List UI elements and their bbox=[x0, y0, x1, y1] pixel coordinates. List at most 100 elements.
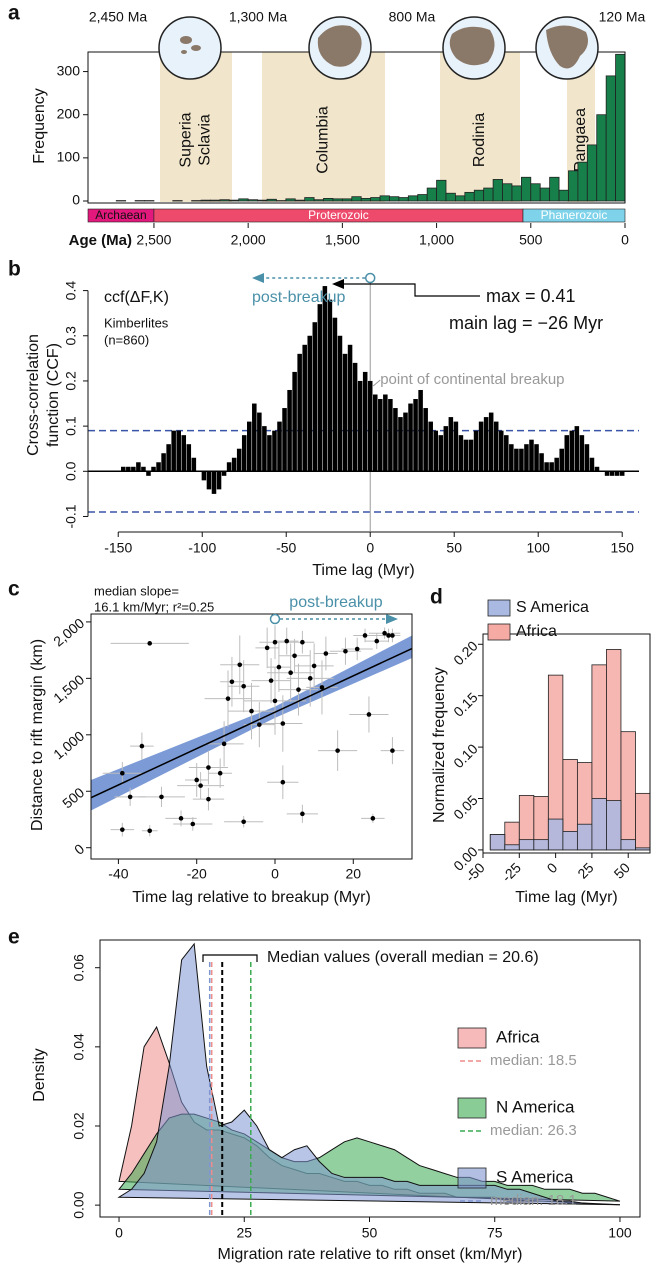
x-tick-label: 25 bbox=[236, 1225, 252, 1241]
bar bbox=[504, 435, 509, 472]
point bbox=[221, 741, 227, 747]
bar bbox=[574, 426, 580, 472]
point bbox=[280, 779, 286, 785]
y-tick-label: 0.20 bbox=[450, 638, 481, 669]
annotation: point of continental breakup bbox=[380, 371, 564, 388]
bar bbox=[458, 435, 464, 472]
y-tick-label: 0.00 bbox=[71, 1191, 87, 1218]
histogram-bar bbox=[518, 839, 535, 851]
point bbox=[386, 633, 391, 638]
bar bbox=[604, 471, 610, 476]
point bbox=[139, 743, 145, 749]
bar bbox=[559, 448, 564, 472]
y-tick-label: 0.04 bbox=[71, 1033, 87, 1060]
histogram-bar bbox=[228, 199, 240, 202]
bar bbox=[549, 462, 554, 472]
y-tick-label: 0.3 bbox=[63, 326, 79, 346]
bar bbox=[226, 462, 232, 472]
point bbox=[120, 770, 125, 776]
point bbox=[284, 638, 290, 644]
annotation: post-breakup bbox=[252, 289, 345, 306]
histogram-bar bbox=[520, 176, 532, 202]
bar bbox=[131, 466, 136, 472]
x-tick-label: 0 bbox=[366, 540, 374, 556]
x-tick-label: -150 bbox=[104, 540, 132, 556]
panel-label: d bbox=[430, 586, 443, 609]
histogram-bar bbox=[294, 199, 306, 202]
bar bbox=[267, 435, 272, 472]
point bbox=[249, 708, 254, 714]
histogram-bar bbox=[370, 197, 381, 202]
arrow-head bbox=[386, 614, 398, 624]
panel-label: e bbox=[8, 926, 20, 949]
point bbox=[276, 664, 282, 670]
bar bbox=[524, 444, 529, 472]
histogram-bar bbox=[266, 198, 277, 202]
x-tick-label: -40 bbox=[108, 866, 128, 882]
y-tick-label: 2,000 bbox=[50, 615, 87, 650]
point bbox=[225, 696, 231, 701]
legend-swatch bbox=[457, 1027, 487, 1049]
y-tick-label: 0.2 bbox=[63, 371, 79, 391]
point bbox=[194, 777, 199, 783]
bar bbox=[186, 444, 192, 472]
panel-label: b bbox=[8, 258, 21, 281]
bar bbox=[297, 353, 302, 472]
x-tick-label: -20 bbox=[187, 866, 207, 882]
x-axis-title: Migration rate relative to rift onset (k… bbox=[218, 1246, 523, 1263]
y-tick-label: 0 bbox=[71, 840, 87, 857]
bar bbox=[282, 408, 287, 472]
legend-swatch bbox=[487, 599, 511, 617]
histogram-bar bbox=[504, 844, 520, 851]
annotation: Median values (overall median = 20.6) bbox=[267, 949, 539, 966]
point bbox=[127, 794, 133, 800]
bar bbox=[327, 299, 333, 472]
histogram-bar bbox=[530, 183, 541, 202]
annotation: Kimberlites bbox=[104, 315, 169, 330]
bar bbox=[493, 421, 499, 472]
supercontinent-globes: 2,450 Ma 1,300 Ma 800 Ma 120 Ma bbox=[89, 9, 646, 80]
x-tick-label: 500 bbox=[519, 232, 543, 248]
point bbox=[390, 748, 395, 753]
bar bbox=[413, 399, 418, 472]
y-tick-label: 500 bbox=[59, 784, 87, 811]
x-tick-label: 0 bbox=[544, 859, 561, 876]
histogram-bar bbox=[586, 144, 598, 202]
y-tick-label: 0.06 bbox=[71, 954, 87, 981]
histogram-bar bbox=[558, 189, 569, 202]
point bbox=[257, 722, 262, 727]
point bbox=[335, 748, 340, 753]
point bbox=[264, 645, 270, 651]
legend-median-label: median: 18.1 bbox=[490, 1192, 577, 1209]
point bbox=[390, 633, 395, 638]
legend-label: S America bbox=[516, 599, 589, 616]
histogram-bar bbox=[605, 75, 616, 202]
x-axis-title: Age (Ma) bbox=[69, 232, 132, 249]
x-tick-label: 75 bbox=[487, 1225, 503, 1241]
annotation: main lag = −26 Myr bbox=[449, 313, 603, 333]
median-bracket bbox=[202, 954, 258, 962]
histogram-bar bbox=[483, 187, 494, 202]
y-tick-label: -0.1 bbox=[63, 504, 79, 528]
annotation: ccf(ΔF,K) bbox=[104, 289, 169, 306]
histogram-bar bbox=[238, 198, 249, 202]
histogram-bar bbox=[455, 195, 466, 202]
fit-line bbox=[90, 647, 413, 799]
bar bbox=[156, 462, 161, 472]
x-axis-title: Time lag (Myr) bbox=[515, 889, 618, 906]
eon-label: Phanerozoic bbox=[541, 208, 608, 222]
bar bbox=[176, 430, 181, 472]
histogram-bar bbox=[247, 199, 258, 202]
bar bbox=[141, 466, 146, 472]
max-pointer bbox=[342, 283, 480, 297]
histogram-bar bbox=[257, 199, 268, 202]
point bbox=[311, 663, 317, 669]
histogram-bar bbox=[576, 823, 593, 851]
bar bbox=[378, 399, 383, 472]
point bbox=[229, 679, 235, 685]
histogram-bar bbox=[351, 196, 362, 202]
histogram-bar bbox=[511, 185, 522, 202]
histogram-bar bbox=[464, 191, 475, 202]
bar bbox=[171, 430, 176, 472]
bar bbox=[126, 466, 131, 472]
